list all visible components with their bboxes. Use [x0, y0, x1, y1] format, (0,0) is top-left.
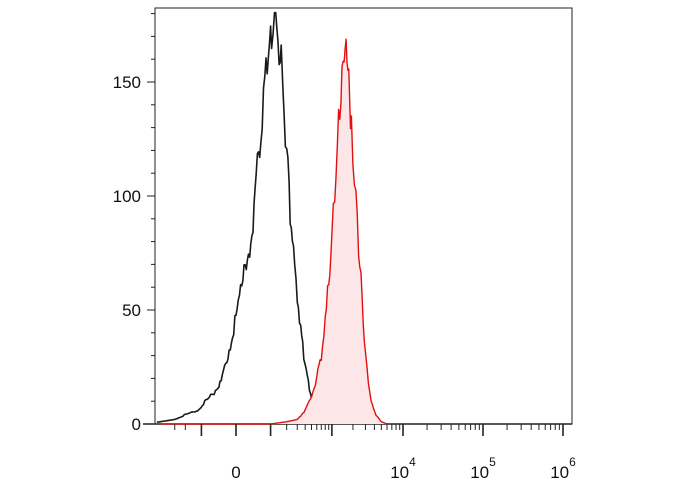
- x-tick-label: 106: [550, 455, 576, 482]
- y-tick-label: 0: [132, 415, 141, 434]
- series-stained-line: [160, 38, 388, 425]
- x-tick-label: 104: [390, 455, 416, 482]
- y-tick-label: 50: [122, 301, 141, 320]
- series-layer: [156, 11, 388, 425]
- x-tick-exponent: 4: [409, 455, 416, 469]
- axis-ticks: 0 50 100 150 0 104 105 106: [113, 13, 576, 482]
- y-tick-label: 100: [113, 187, 141, 206]
- x-tick-exponent: 6: [569, 455, 576, 469]
- x-tick-exponent: 5: [489, 455, 496, 469]
- x-tick-label: 0: [231, 463, 240, 482]
- y-tick-label: 150: [113, 73, 141, 92]
- series-control-line: [156, 11, 331, 425]
- series-stained-fill: [160, 39, 387, 424]
- x-tick-label: 105: [470, 455, 496, 482]
